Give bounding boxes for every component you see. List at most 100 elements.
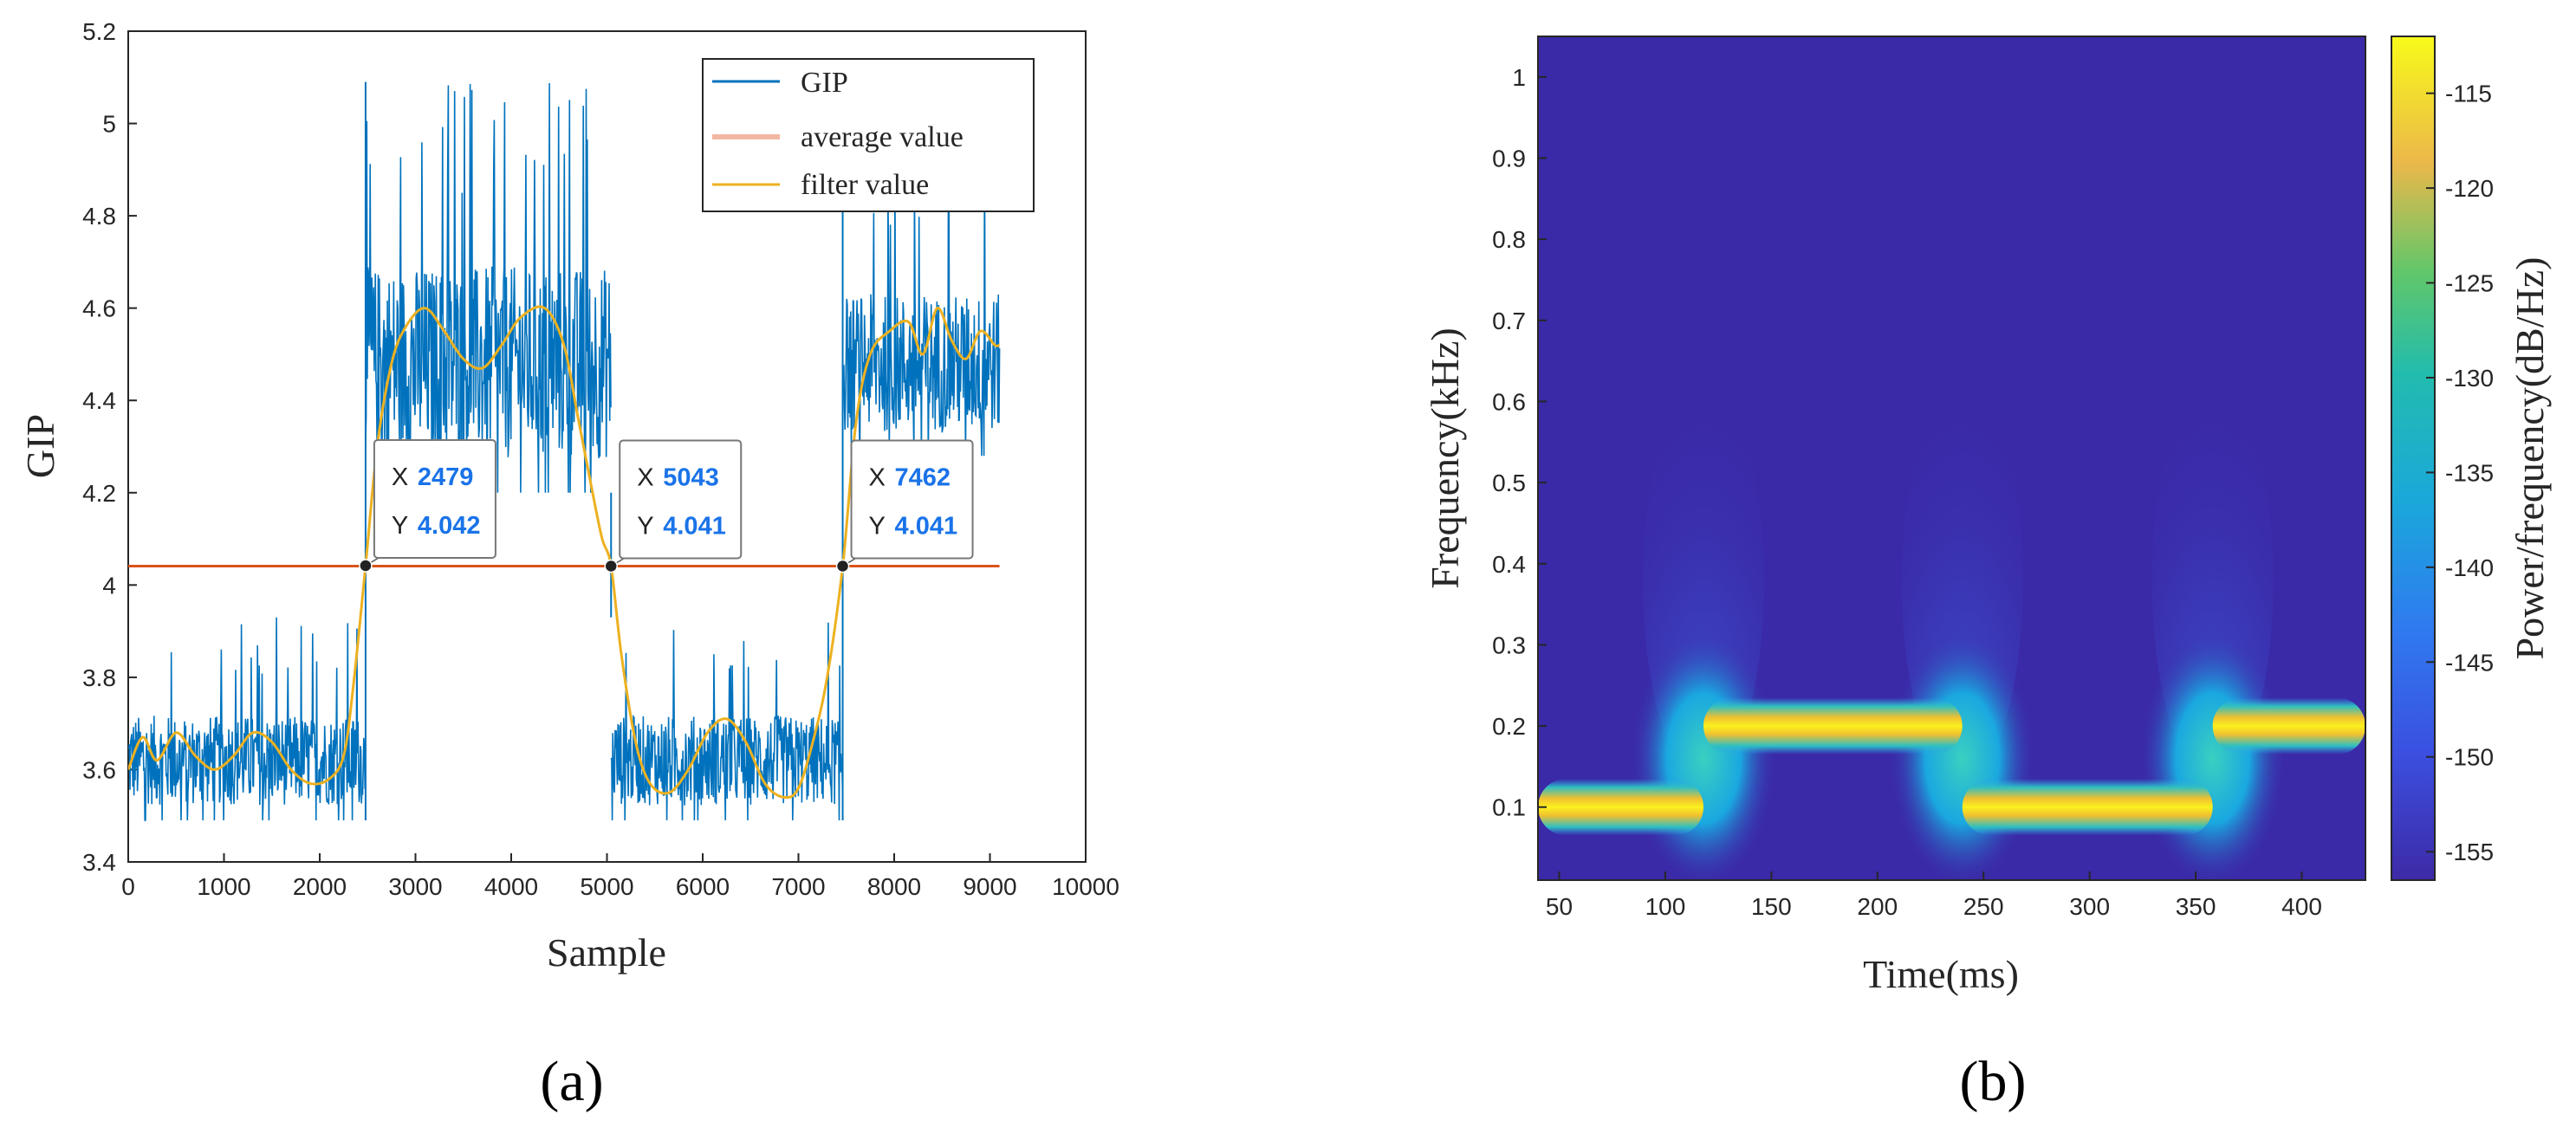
a-xticks: 0 1000 2000 3000 4000 5000 6000 7000 8000 9000 100… — [121, 853, 1119, 900]
datatip-x-key: X — [392, 463, 408, 491]
colorbar — [2391, 36, 2436, 881]
y-tick-label: 4.4 — [82, 387, 116, 414]
y-tick-label: 0.7 — [1492, 308, 1526, 334]
y-tick-label: 0.5 — [1492, 470, 1526, 496]
b-yticks: 0.1 0.2 0.3 0.4 0.5 0.6 0.7 0.8 0.9 1 — [1492, 64, 1547, 821]
y-tick-label: 0.2 — [1492, 713, 1526, 740]
x-tick-label: 250 — [1963, 893, 2004, 920]
x-tick-label: 2000 — [293, 873, 347, 900]
colorbar-tick-label: -120 — [2445, 175, 2494, 202]
x-tick-label: 300 — [2069, 893, 2110, 920]
transition-blob — [1630, 628, 1777, 880]
colorbar-tick-label: -130 — [2445, 365, 2494, 392]
gip-segment — [365, 82, 612, 493]
datatip-x-key: X — [637, 463, 653, 491]
colorbar-label: Power/frequency(dB/Hz) — [2508, 257, 2552, 660]
panel-a: 0 1000 2000 3000 4000 5000 6000 7000 8000 9000 100… — [18, 18, 1119, 1113]
datatip-y-key: Y — [637, 512, 653, 540]
x-axis-label-a: Sample — [547, 930, 666, 975]
y-tick-label: 4.8 — [82, 203, 116, 230]
x-tick-label: 9000 — [963, 873, 1016, 900]
legend-label-filter: filter value — [801, 169, 929, 201]
x-tick-label: 400 — [2281, 893, 2322, 920]
panel-label-a: (a) — [540, 1050, 603, 1113]
x-tick-label: 150 — [1751, 893, 1792, 920]
datatip-box — [619, 439, 743, 560]
x-tick-label: 200 — [1857, 893, 1898, 920]
y-tick-label: 4.2 — [82, 480, 116, 507]
y-tick-label: 0.3 — [1492, 632, 1526, 658]
gip-series — [128, 81, 1001, 821]
legend-label-average: average value — [801, 121, 964, 153]
filter-value-line — [128, 305, 1001, 800]
a-yticks: 3.4 3.6 3.8 4 4.2 4.4 4.6 4.8 5 5.2 — [82, 18, 137, 876]
y-tick-label: 3.4 — [82, 849, 116, 876]
y-tick-label: 3.6 — [82, 756, 116, 783]
datatip-y-value: 4.041 — [895, 512, 958, 540]
x-tick-label: 50 — [1546, 893, 1573, 920]
frequency-band — [1703, 697, 1963, 755]
x-tick-label: 8000 — [867, 873, 921, 900]
y-tick-label: 1 — [1512, 64, 1526, 91]
b-xticks: 50 100 150 200 250 300 350 400 — [1546, 871, 2322, 920]
datatip-box — [373, 438, 496, 559]
datatip-y-key: Y — [392, 512, 408, 540]
x-axis-label-b: Time(ms) — [1863, 952, 2019, 996]
x-tick-label: 5000 — [580, 873, 633, 900]
transition-blob — [1888, 628, 2036, 880]
colorbar-tick-label: -155 — [2445, 839, 2494, 865]
datatip-marker — [835, 559, 850, 573]
colorbar-tick-label: -135 — [2445, 459, 2494, 486]
datatip-marker — [604, 559, 619, 573]
frequency-band — [2212, 697, 2365, 755]
datatips: X 2479 Y 4.042 X 5043 Y 4.041 X 7462 Y 4.041 — [359, 438, 974, 573]
transition-blob — [2138, 628, 2287, 880]
y-tick-label: 4 — [102, 572, 116, 599]
x-tick-label: 0 — [121, 873, 135, 900]
frequency-band — [1962, 778, 2213, 836]
y-axis-label-a: GIP — [18, 414, 62, 478]
y-axis-label-b: Frequency(kHz) — [1423, 327, 1467, 588]
y-tick-label: 5 — [102, 111, 116, 138]
datatip-x-value: 5043 — [663, 463, 719, 491]
datatip-y-value: 4.041 — [663, 512, 726, 540]
x-tick-label: 7000 — [771, 873, 825, 900]
colorbar-tick-label: -145 — [2445, 649, 2494, 676]
colorbar-tick-label: -115 — [2445, 81, 2492, 107]
y-tick-label: 5.2 — [82, 18, 116, 45]
x-tick-label: 3000 — [388, 873, 442, 900]
x-tick-label: 1000 — [197, 873, 250, 900]
spectrogram-heat — [1538, 380, 2365, 880]
datatip-y-key: Y — [869, 512, 886, 540]
y-tick-label: 4.6 — [82, 295, 116, 322]
gip-segment — [841, 136, 1001, 457]
x-tick-label: 350 — [2176, 893, 2216, 920]
y-tick-label: 0.8 — [1492, 226, 1526, 253]
y-tick-label: 0.9 — [1492, 145, 1526, 172]
colorbar-tick-label: -140 — [2445, 554, 2494, 581]
legend-label-gip: GIP — [801, 67, 848, 99]
plot-area-b — [1537, 36, 2366, 881]
legend-a: GIP average value filter value — [702, 58, 1035, 212]
panel-label-b: (b) — [1960, 1050, 2027, 1113]
datatip-x-value: 2479 — [418, 463, 474, 491]
gip-segment — [610, 622, 844, 821]
colorbar-tick-label: -150 — [2445, 744, 2494, 771]
y-tick-label: 0.6 — [1492, 388, 1526, 415]
x-tick-label: 6000 — [676, 873, 730, 900]
colorbar-ticks: -115 -120 -125 -130 -135 -140 -145 -150 -155 — [2426, 81, 2494, 865]
panel-b: 50 100 150 200 250 300 350 400 0.10.20.30.40.50… — [1423, 36, 2552, 1113]
gip-segment — [128, 617, 367, 821]
x-tick-label: 10000 — [1052, 873, 1119, 900]
x-tick-label: 100 — [1645, 893, 1686, 920]
colorbar-tick-label: -125 — [2445, 270, 2494, 297]
frequency-band — [1538, 778, 1703, 836]
spectrogram — [1538, 36, 2365, 880]
datatip-x-key: X — [869, 463, 886, 491]
y-tick-label: 0.1 — [1492, 794, 1526, 821]
y-tick-label: 3.8 — [82, 664, 116, 691]
datatip-box — [850, 439, 974, 560]
datatip-marker — [359, 559, 373, 573]
x-tick-label: 4000 — [484, 873, 538, 900]
